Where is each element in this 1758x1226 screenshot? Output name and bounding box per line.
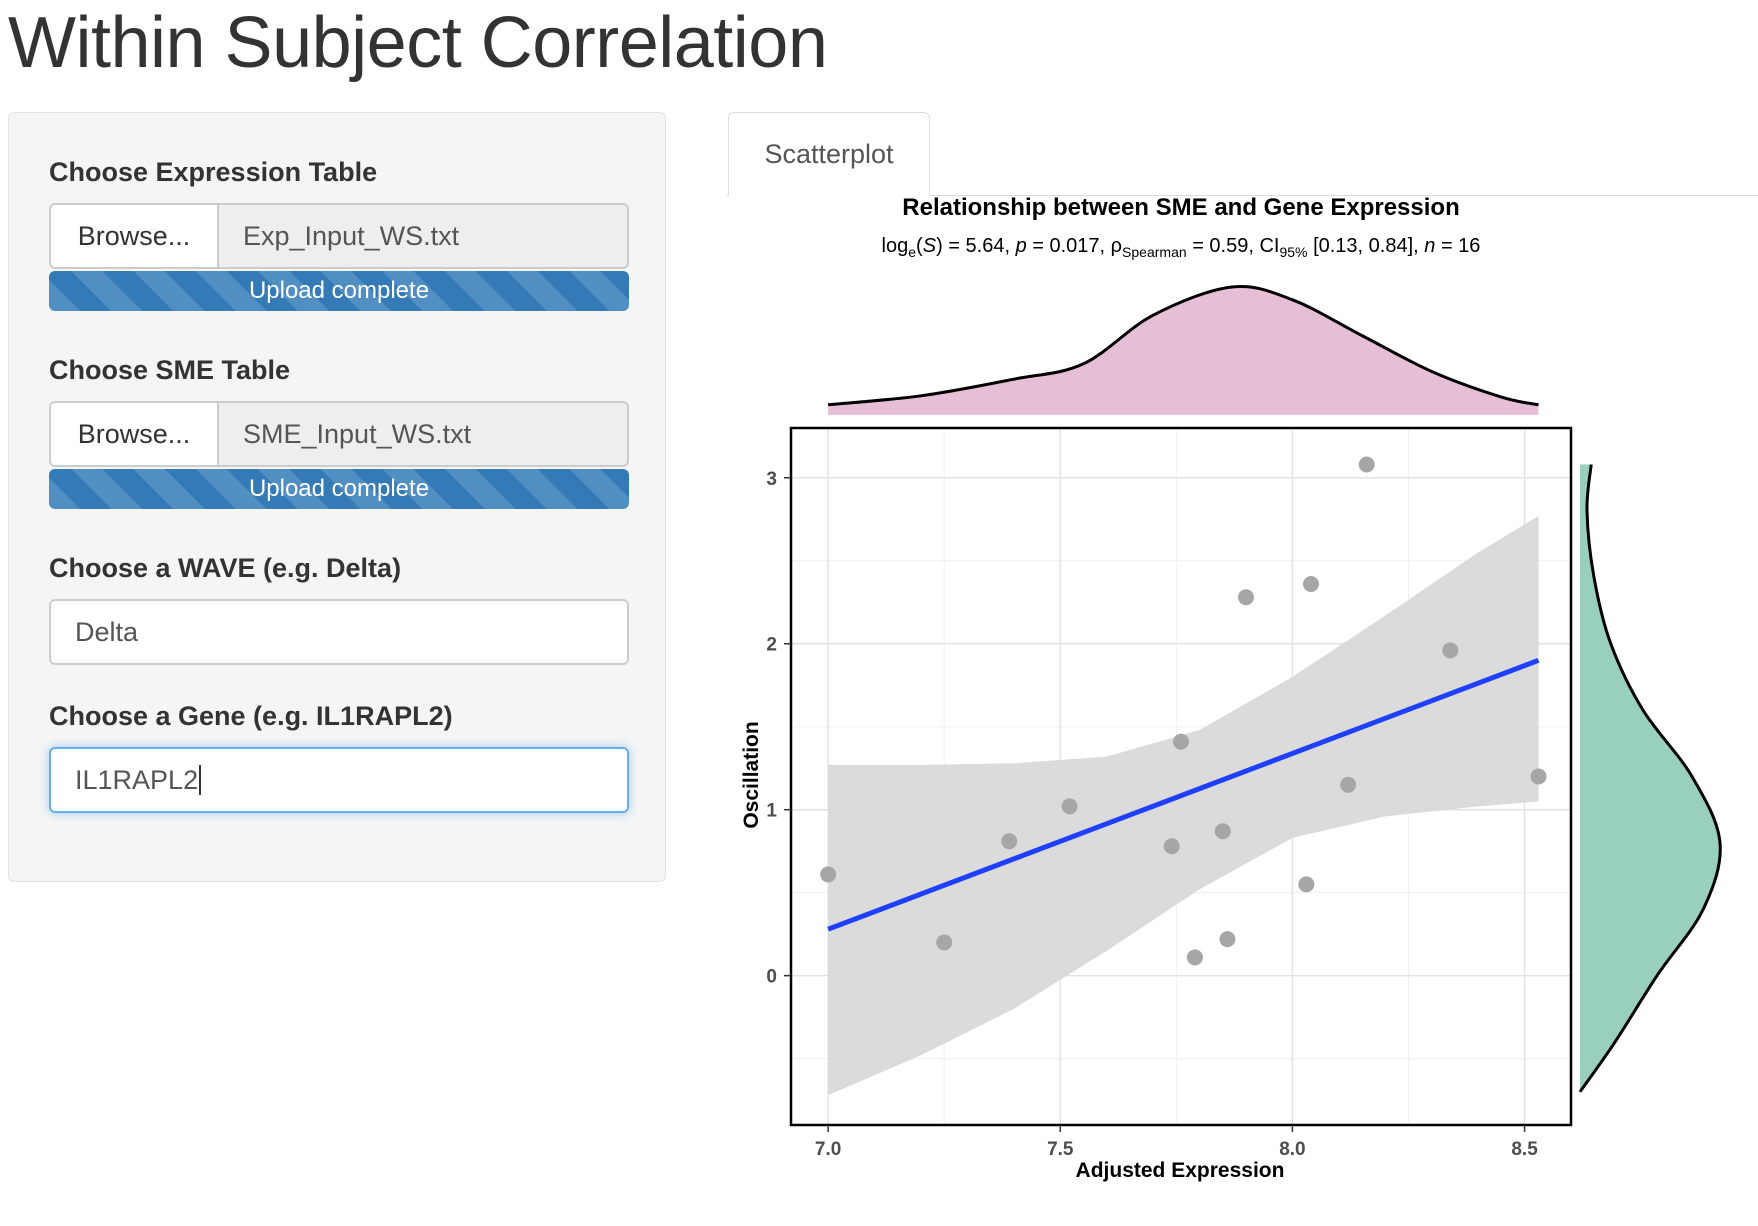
sme-file-name: SME_Input_WS.txt <box>243 418 472 449</box>
data-point <box>1238 589 1254 606</box>
data-point <box>1303 575 1319 592</box>
expression-upload-progress: Upload complete <box>49 271 629 311</box>
regression-line <box>827 657 1540 932</box>
x-axis-ticks: 7.0 7.5 8.0 8.5 <box>815 1125 1538 1160</box>
x-tick-label: 7.5 <box>1047 1139 1074 1160</box>
data-point <box>1340 776 1357 793</box>
chart-title: Relationship between SME and Gene Expres… <box>902 194 1459 221</box>
top-density-curve <box>827 284 1539 407</box>
data-point <box>1173 733 1189 750</box>
chart-subtitle: loge(S) = 5.64, p = 0.017, ρSpearman = 0… <box>882 235 1481 260</box>
top-density-fill <box>828 286 1539 415</box>
page-title: Within Subject Correlation <box>8 3 828 83</box>
subtitle-ci-value: [0.13, 0.84], <box>1308 235 1425 257</box>
panel-border-rect <box>789 426 1573 1127</box>
data-point <box>1219 931 1236 948</box>
x-tick-label: 7.0 <box>815 1139 841 1160</box>
x-tick-label: 8.0 <box>1279 1139 1305 1160</box>
sme-file-input[interactable]: Browse... SME_Input_WS.txt <box>49 401 629 467</box>
x-axis-label: Adjusted Expression <box>1076 1159 1285 1182</box>
tab-bar-border <box>726 195 1758 196</box>
data-point <box>820 866 837 883</box>
regression-line-path <box>827 657 1540 932</box>
data-point <box>1530 768 1547 785</box>
subtitle-rho: ρ <box>1111 235 1122 257</box>
sidebar-panel: Choose Expression Table Browse... Exp_In… <box>8 112 666 882</box>
subtitle-ci-sub: 95% <box>1279 244 1307 260</box>
right-marginal-density <box>1578 464 1722 1093</box>
expression-browse-button[interactable]: Browse... <box>51 205 219 267</box>
subtitle-n-value: = 16 <box>1435 235 1480 257</box>
subtitle-paren: ( <box>916 235 923 257</box>
expression-file-input[interactable]: Browse... Exp_Input_WS.txt <box>49 203 629 269</box>
wave-input-value: Delta <box>75 616 139 647</box>
data-point <box>1442 642 1459 659</box>
wave-input[interactable]: Delta <box>49 599 629 665</box>
data-point <box>1186 949 1203 966</box>
scatterplot-chart: Relationship between SME and Gene Expres… <box>740 194 1722 1182</box>
subtitle-rho-value: = 0.59, CI <box>1187 235 1280 257</box>
subtitle-p-var: p <box>1015 235 1027 257</box>
data-point <box>1061 798 1078 815</box>
top-marginal-density <box>827 284 1539 415</box>
y-tick-label: 2 <box>766 635 777 656</box>
sme-browse-button[interactable]: Browse... <box>51 403 219 465</box>
confidence-band-area <box>828 515 1539 1096</box>
x-tick-label: 8.5 <box>1511 1139 1538 1160</box>
confidence-band <box>828 515 1539 1096</box>
data-points <box>820 456 1547 966</box>
subtitle-stat-value: ) = 5.64, <box>936 235 1016 257</box>
sme-progress-text: Upload complete <box>248 475 430 502</box>
data-point <box>936 934 953 951</box>
subtitle-p-value: = 0.017, <box>1027 235 1111 257</box>
expression-progress-text: Upload complete <box>248 277 430 304</box>
expression-table-label: Choose Expression Table <box>49 157 378 187</box>
subtitle-stat-var: S <box>923 235 937 257</box>
data-point <box>1163 838 1180 855</box>
text-caret <box>199 765 202 795</box>
data-point <box>1298 876 1315 893</box>
subtitle-n-var: n <box>1424 235 1435 257</box>
sme-upload-progress: Upload complete <box>49 469 629 509</box>
data-point <box>1214 823 1231 840</box>
data-point <box>1001 833 1018 850</box>
tab-scatterplot[interactable]: Scatterplot <box>728 112 930 196</box>
wave-label: Choose a WAVE (e.g. Delta) <box>49 553 402 583</box>
subtitle-log-sub: e <box>908 244 916 260</box>
y-axis-ticks: 0 1 2 3 <box>766 469 791 988</box>
y-tick-label: 1 <box>766 801 777 822</box>
subtitle-log: log <box>882 235 909 257</box>
sme-table-label: Choose SME Table <box>49 355 291 385</box>
y-axis-label: Oscillation <box>740 721 763 828</box>
data-point <box>1358 456 1375 473</box>
y-tick-label: 0 <box>766 967 777 988</box>
plot-panel-border <box>789 426 1573 1127</box>
gene-label: Choose a Gene (e.g. IL1RAPL2) <box>49 701 453 731</box>
expression-file-name: Exp_Input_WS.txt <box>243 220 460 251</box>
gene-input-value: IL1RAPL2 <box>75 764 199 795</box>
gene-input[interactable]: IL1RAPL2 <box>49 747 629 813</box>
right-density-fill <box>1580 464 1721 1092</box>
subtitle-rho-sub: Spearman <box>1122 244 1187 260</box>
right-density-curve <box>1578 464 1722 1093</box>
y-tick-label: 3 <box>766 469 777 490</box>
